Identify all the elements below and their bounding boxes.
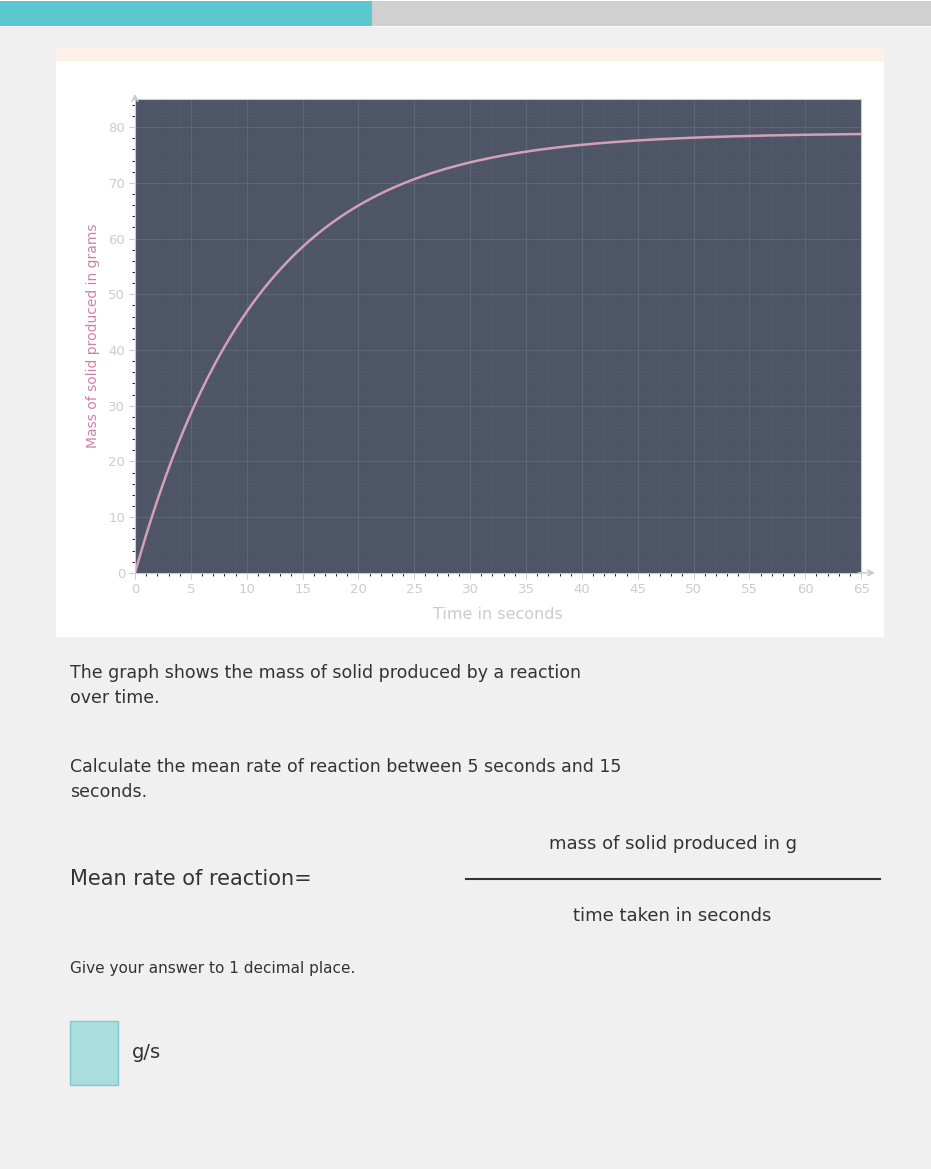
Bar: [372, 1, 931, 26]
Text: Give your answer to 1 decimal place.: Give your answer to 1 decimal place.: [70, 961, 356, 976]
Bar: [0, 1, 372, 26]
Text: time taken in seconds: time taken in seconds: [573, 907, 772, 925]
X-axis label: Time in seconds: Time in seconds: [433, 607, 563, 622]
Text: The graph shows the mass of solid produced by a reaction
over time.: The graph shows the mass of solid produc…: [70, 664, 581, 707]
Text: Mean rate of reaction=: Mean rate of reaction=: [70, 869, 312, 890]
Text: g/s: g/s: [132, 1043, 161, 1063]
Text: Calculate the mean rate of reaction between 5 seconds and 15
seconds.: Calculate the mean rate of reaction betw…: [70, 758, 621, 801]
Text: mass of solid produced in g: mass of solid produced in g: [548, 836, 797, 853]
Y-axis label: Mass of solid produced in grams: Mass of solid produced in grams: [86, 223, 100, 449]
